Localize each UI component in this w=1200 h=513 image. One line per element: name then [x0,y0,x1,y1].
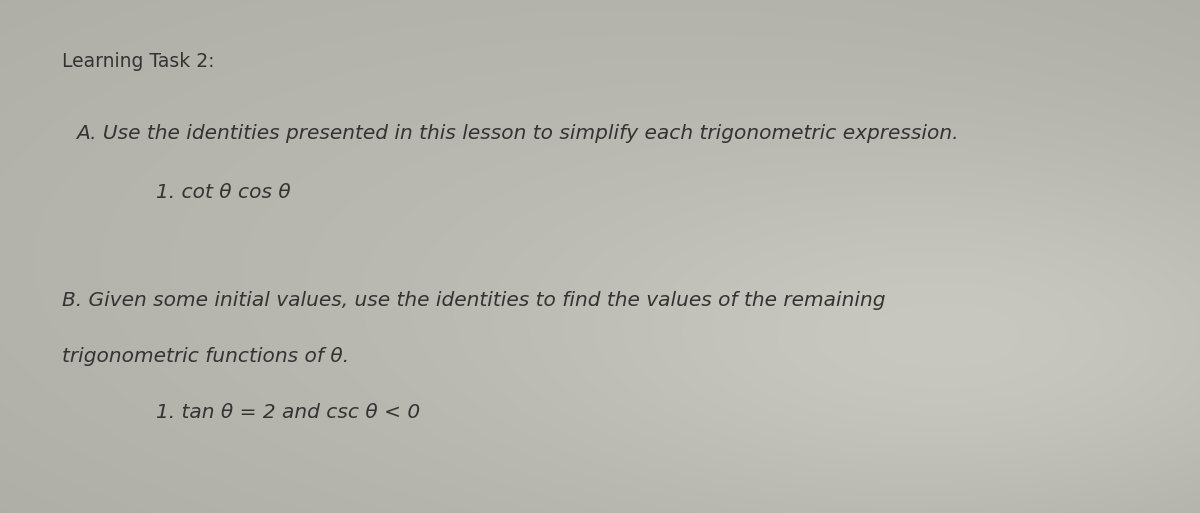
Text: B. Given some initial values, use the identities to find the values of the remai: B. Given some initial values, use the id… [62,290,886,310]
Text: trigonometric functions of θ.: trigonometric functions of θ. [62,347,349,366]
Text: Learning Task 2:: Learning Task 2: [62,52,215,71]
Text: 1. cot θ cos θ: 1. cot θ cos θ [156,183,290,202]
Text: A. Use the identities presented in this lesson to simplify each trigonometric ex: A. Use the identities presented in this … [76,124,958,143]
Text: 1. tan θ = 2 and csc θ < 0: 1. tan θ = 2 and csc θ < 0 [156,403,420,423]
